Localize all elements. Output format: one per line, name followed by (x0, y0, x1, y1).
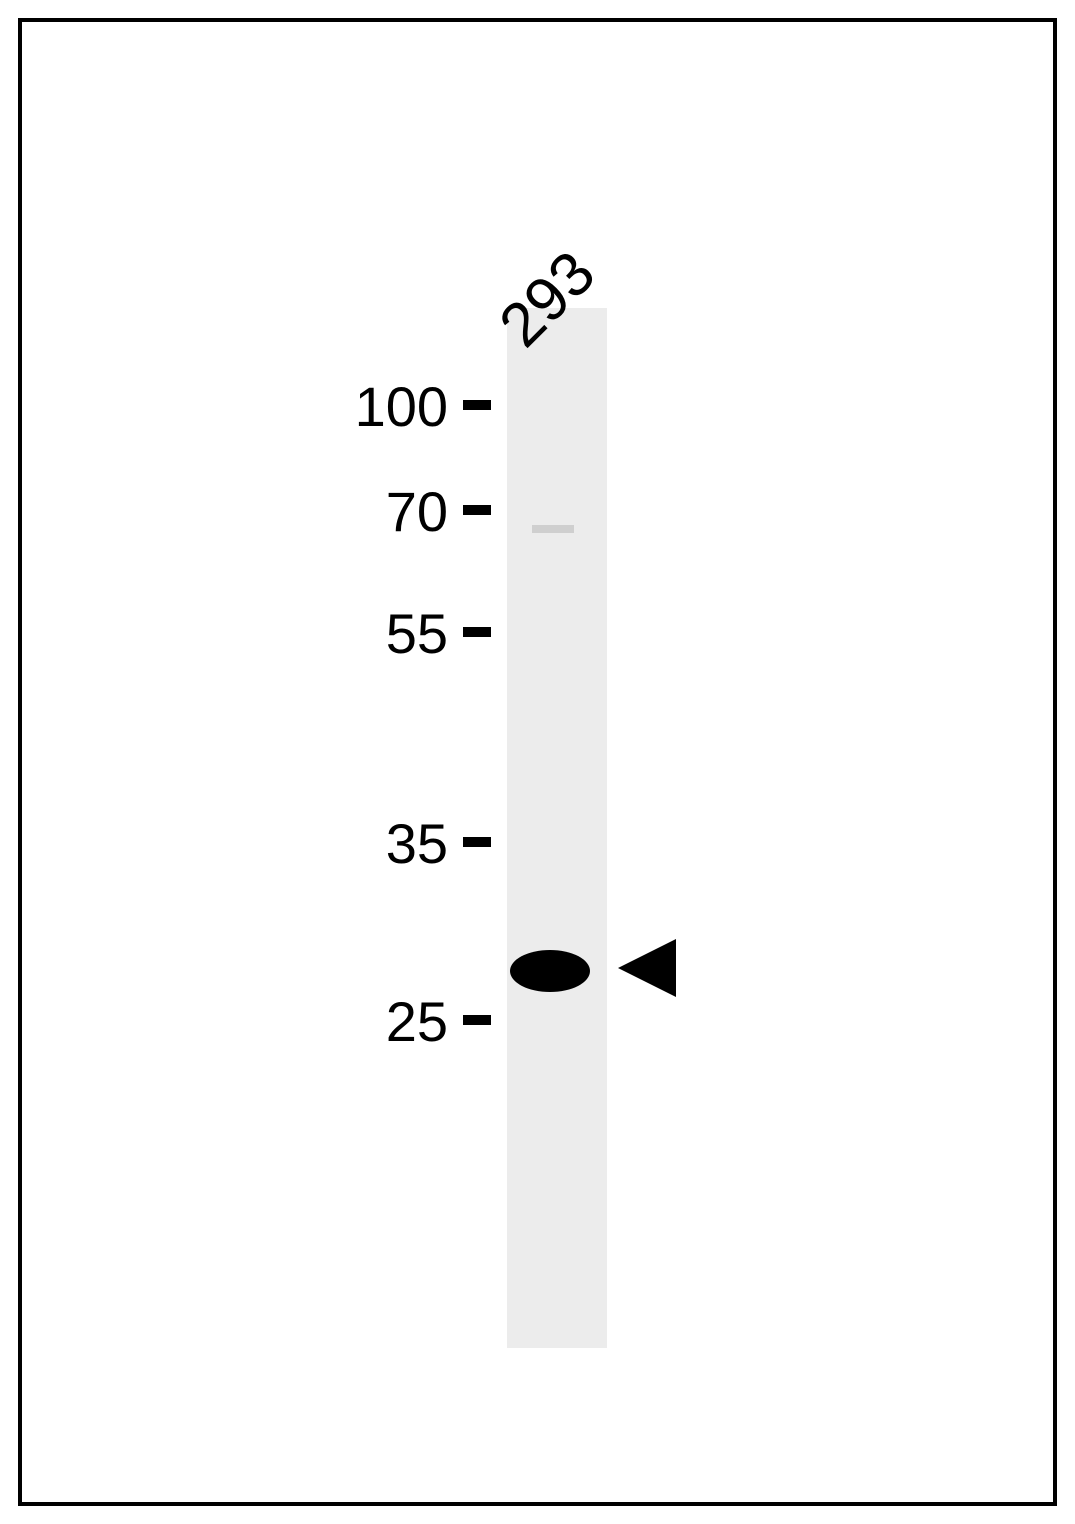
mw-label-3: 35 (386, 811, 448, 876)
mw-dash-2 (463, 627, 491, 637)
band-indicator-arrow (618, 939, 676, 997)
mw-label-0: 100 (355, 374, 448, 439)
mw-dash-1 (463, 505, 491, 515)
mw-label-2: 55 (386, 601, 448, 666)
blot-lane (507, 308, 607, 1348)
mw-dash-4 (463, 1015, 491, 1025)
mw-label-4: 25 (386, 989, 448, 1054)
mw-label-1: 70 (386, 479, 448, 544)
dark-band-0 (510, 950, 590, 992)
mw-dash-0 (463, 400, 491, 410)
faint-band-0 (532, 525, 574, 533)
mw-dash-3 (463, 837, 491, 847)
